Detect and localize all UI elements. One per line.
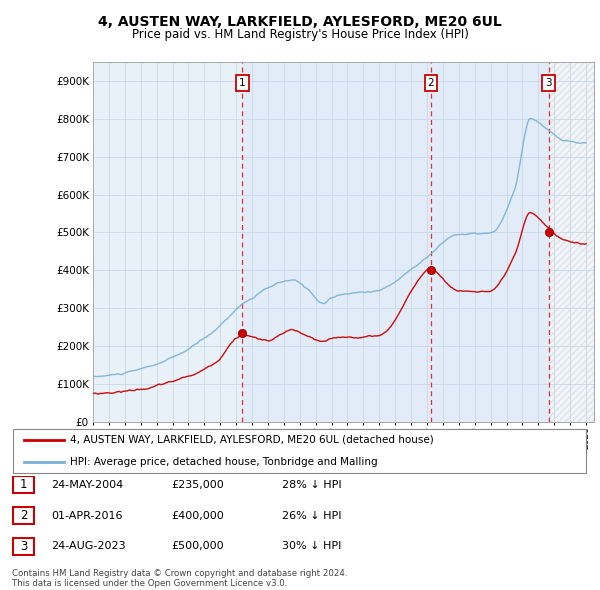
FancyBboxPatch shape xyxy=(13,477,34,493)
Bar xyxy=(242,62,548,422)
Text: £400,000: £400,000 xyxy=(171,511,224,520)
Text: 24-MAY-2004: 24-MAY-2004 xyxy=(51,480,123,490)
Text: 2: 2 xyxy=(428,78,434,88)
Text: 3: 3 xyxy=(545,78,552,88)
Text: 01-APR-2016: 01-APR-2016 xyxy=(51,511,122,520)
Text: Price paid vs. HM Land Registry's House Price Index (HPI): Price paid vs. HM Land Registry's House … xyxy=(131,28,469,41)
Text: 1: 1 xyxy=(20,478,27,491)
FancyBboxPatch shape xyxy=(13,507,34,524)
Text: 24-AUG-2023: 24-AUG-2023 xyxy=(51,542,125,551)
Text: 4, AUSTEN WAY, LARKFIELD, AYLESFORD, ME20 6UL: 4, AUSTEN WAY, LARKFIELD, AYLESFORD, ME2… xyxy=(98,15,502,29)
Text: Contains HM Land Registry data © Crown copyright and database right 2024.
This d: Contains HM Land Registry data © Crown c… xyxy=(12,569,347,588)
Text: 26% ↓ HPI: 26% ↓ HPI xyxy=(282,511,341,520)
Text: HPI: Average price, detached house, Tonbridge and Malling: HPI: Average price, detached house, Tonb… xyxy=(70,457,377,467)
FancyBboxPatch shape xyxy=(13,538,34,555)
Text: 2: 2 xyxy=(20,509,27,522)
Text: £235,000: £235,000 xyxy=(171,480,224,490)
Bar xyxy=(548,62,594,422)
Text: 1: 1 xyxy=(239,78,245,88)
Text: 3: 3 xyxy=(20,540,27,553)
Text: 28% ↓ HPI: 28% ↓ HPI xyxy=(282,480,341,490)
FancyBboxPatch shape xyxy=(13,428,586,473)
Text: 30% ↓ HPI: 30% ↓ HPI xyxy=(282,542,341,551)
Text: £500,000: £500,000 xyxy=(171,542,224,551)
Text: 4, AUSTEN WAY, LARKFIELD, AYLESFORD, ME20 6UL (detached house): 4, AUSTEN WAY, LARKFIELD, AYLESFORD, ME2… xyxy=(70,435,433,445)
